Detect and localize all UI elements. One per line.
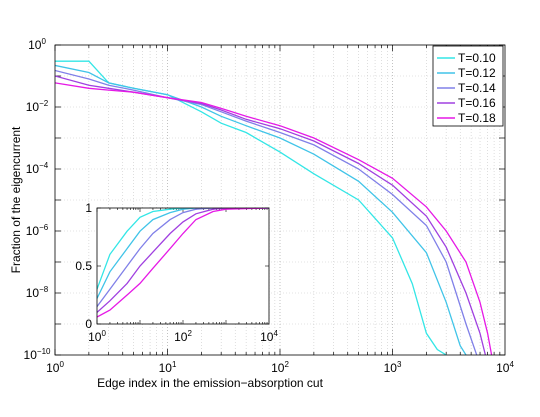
inset-x-tick-label: 100 [88, 329, 106, 344]
legend-box [432, 45, 504, 127]
inset-series-line [97, 208, 269, 307]
main-series-lines [55, 60, 493, 355]
inset-series-line [97, 208, 269, 318]
inset-x-tick-labels: 100 102 104 [88, 329, 278, 344]
inset-x-tick-label: 104 [260, 329, 278, 344]
inset-plot-frame [96, 207, 270, 325]
legend-label: T=0.14 [458, 81, 496, 95]
inset-series-line [97, 208, 269, 313]
inset-plot: 100 102 104 00.51 [75, 201, 278, 344]
series-line [55, 64, 467, 355]
x-tick-label: 100 [46, 360, 64, 375]
main-x-tick-labels: 100 101 102 103 104 [46, 360, 514, 375]
main-plot-frame [54, 44, 506, 356]
inset-y-tick-label: 0.5 [75, 259, 92, 273]
legend-label: T=0.18 [458, 111, 496, 125]
series-line [55, 69, 478, 355]
y-axis-label: Fraction of the eigencurrent [9, 126, 23, 273]
legend-label: T=0.12 [458, 66, 496, 80]
main-y-tick-labels: 100 10−2 10−4 10−6 10−8 10−10 [24, 37, 51, 362]
x-axis-label: Edge index in the emission−absorption cu… [97, 376, 323, 390]
inset-y-tick-labels: 00.51 [75, 201, 92, 331]
inset-x-tick-label: 102 [174, 329, 192, 344]
x-tick-label: 102 [271, 360, 289, 375]
legend-label: T=0.10 [458, 51, 496, 65]
inset-series-line [97, 208, 269, 290]
y-tick-label: 10−2 [26, 99, 49, 114]
x-tick-label: 103 [384, 360, 402, 375]
inset-series-lines [97, 208, 269, 318]
y-tick-label: 10−6 [26, 223, 49, 238]
y-tick-label: 10−8 [26, 285, 49, 300]
inset-series-line [97, 208, 269, 299]
inset-y-tick-label: 0 [85, 317, 92, 331]
y-tick-label: 10−4 [26, 161, 49, 176]
legend: T=0.10T=0.12T=0.14T=0.16T=0.18 [432, 45, 504, 127]
series-line [55, 82, 493, 355]
inset-plot-background [97, 208, 269, 324]
y-tick-label: 10−10 [24, 347, 51, 362]
legend-items: T=0.10T=0.12T=0.14T=0.16T=0.18 [437, 51, 496, 125]
inset-y-tick-label: 1 [85, 201, 92, 215]
x-tick-label: 104 [496, 360, 514, 375]
x-tick-label: 101 [159, 360, 177, 375]
legend-label: T=0.16 [458, 96, 496, 110]
y-tick-label: 100 [28, 37, 46, 52]
